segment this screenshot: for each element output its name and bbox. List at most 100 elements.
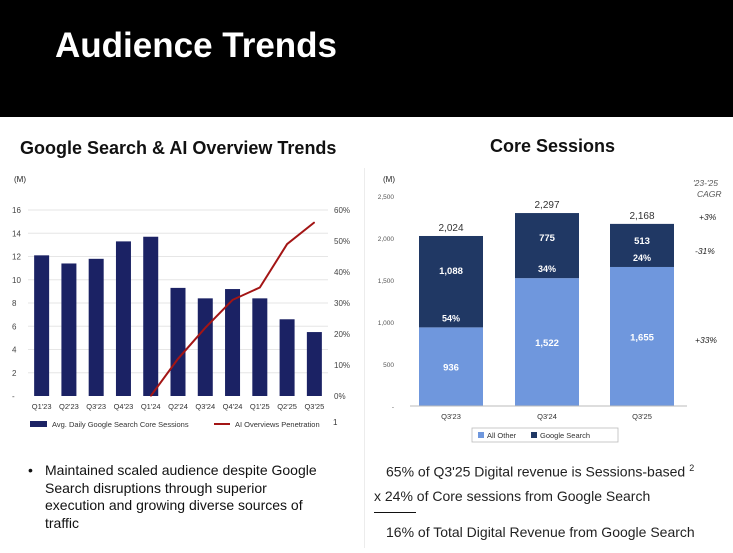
left-y-tick: 8 <box>12 299 17 308</box>
all-other-value-label: 1,522 <box>535 338 559 349</box>
total-label: 2,024 <box>438 223 463 234</box>
legend-box <box>471 427 619 443</box>
ai-overviews-point <box>259 286 261 289</box>
bullet-text: Maintained scaled audience despite Googl… <box>45 462 317 531</box>
all-other-bar-segment <box>515 278 579 406</box>
left-unit-label: (M) <box>14 175 26 184</box>
x-tick-label: Q1'24 <box>141 402 161 411</box>
left-y-tick: 2 <box>12 369 17 378</box>
bullet-marker: • <box>28 462 33 478</box>
search-sessions-bar <box>143 236 159 396</box>
x-tick-label: Q3'24 <box>537 412 557 421</box>
legend-swatch-google-search <box>531 432 537 438</box>
x-tick-label: Q1'25 <box>250 402 270 411</box>
all-other-value-label: 936 <box>443 363 459 374</box>
search-sessions-bar <box>252 298 268 396</box>
x-tick-label: Q3'23 <box>86 402 106 411</box>
ai-overviews-point <box>177 358 179 360</box>
column-divider <box>364 168 365 548</box>
x-tick-label: Q4'24 <box>223 402 243 411</box>
search-ai-overview-chart: (M) 16 14 12 10 8 6 4 2 - 60% 50% 40% 30% 20% 10% 0% Q1'2… <box>12 175 350 429</box>
google-search-value-label: 1,088 <box>439 266 463 277</box>
right-y-tick: 2,500 <box>378 194 395 201</box>
right-chart-title: Core Sessions <box>490 136 616 156</box>
right-y-tick: - <box>392 404 394 411</box>
cagr-google-search: -31% <box>695 246 715 256</box>
google-search-bar-segment <box>419 235 483 328</box>
note-line-1: 65% of Q3'25 Digital revenue is Sessions… <box>386 463 686 480</box>
right-y-tick: 1,000 <box>378 320 395 327</box>
right-unit-label: (M) <box>383 175 395 184</box>
search-sessions-bar <box>61 263 77 396</box>
note-sessions-based: 65% of Q3'25 Digital revenue is Sessions… <box>386 463 694 480</box>
ai-overviews-point <box>286 243 288 245</box>
total-label: 2,168 <box>629 211 654 222</box>
right-y-tick: 2,000 <box>378 236 395 243</box>
x-tick-label: Q2'23 <box>59 402 79 411</box>
legend-footnote-marker: 1 <box>333 418 338 427</box>
google-share-label: 34% <box>538 264 556 274</box>
ai-overviews-point <box>204 327 206 329</box>
ai-overviews-point <box>313 221 315 223</box>
left-y-tick: - <box>12 392 15 401</box>
x-tick-label: Q3'25 <box>632 412 652 421</box>
note-google-share: x 24% of Core sessions from Google Searc… <box>374 488 651 504</box>
x-tick-label: Q3'25 <box>304 402 324 411</box>
multiplication-rule <box>374 512 416 513</box>
google-search-bar-segment <box>515 213 579 279</box>
left-y-tick: 14 <box>12 229 21 238</box>
left-y-tick: 10 <box>12 276 21 285</box>
all-other-value-label: 1,655 <box>630 332 654 343</box>
search-sessions-bar <box>170 287 186 396</box>
all-other-bar-segment <box>610 266 674 406</box>
right-y-tick: 40% <box>334 268 350 277</box>
total-label: 2,297 <box>534 200 559 211</box>
x-tick-label: Q3'23 <box>441 412 461 421</box>
cagr-all-other: +33% <box>695 335 717 345</box>
google-search-value-label: 513 <box>634 236 650 247</box>
x-tick-label: Q4'23 <box>114 402 134 411</box>
search-sessions-bar <box>34 255 50 396</box>
search-sessions-bar <box>115 241 131 396</box>
left-y-tick: 6 <box>12 322 17 331</box>
cagr-total: +3% <box>699 212 717 222</box>
ai-overviews-point <box>150 395 152 397</box>
search-sessions-bar <box>225 289 241 396</box>
note-total-google-revenue: 16% of Total Digital Revenue from Google… <box>386 524 695 540</box>
all-other-bar-segment <box>419 327 483 406</box>
search-sessions-bar <box>306 332 322 396</box>
google-search-bar-segment <box>610 223 674 267</box>
right-y-tick: 0% <box>334 392 346 401</box>
x-tick-label: Q2'25 <box>277 402 297 411</box>
google-share-label: 24% <box>633 253 651 263</box>
legend-label-sessions: Avg. Daily Google Search Core Sessions <box>52 420 189 429</box>
right-y-tick: 50% <box>334 237 350 246</box>
left-chart-title: Google Search & AI Overview Trends <box>20 138 337 158</box>
search-sessions-bar <box>279 319 295 396</box>
x-tick-label: Q1'23 <box>32 402 52 411</box>
left-y-tick: 4 <box>12 346 17 355</box>
search-sessions-bar <box>197 298 213 396</box>
right-y-tick: 30% <box>334 299 350 308</box>
right-y-tick: 20% <box>334 330 350 339</box>
ai-overviews-point <box>231 299 234 301</box>
footnote-marker-2: 2 <box>689 463 695 473</box>
right-y-tick: 60% <box>334 206 350 215</box>
legend-label-ai: AI Overviews Penetration <box>235 420 320 429</box>
legend-swatch-sessions <box>30 421 47 427</box>
cagr-header-line1: '23-'25 <box>693 178 718 188</box>
legend-label-all-other: All Other <box>487 431 517 440</box>
search-sessions-bar <box>88 258 104 396</box>
page-title: Audience Trends <box>55 26 338 65</box>
x-tick-label: Q2'24 <box>168 402 188 411</box>
header-banner: Audience Trends <box>0 0 733 117</box>
google-share-label: 54% <box>442 313 460 323</box>
right-y-tick: 1,500 <box>378 278 395 285</box>
legend-label-google-search: Google Search <box>540 431 590 440</box>
legend-swatch-all-other <box>478 432 484 438</box>
left-y-tick: 16 <box>12 206 21 215</box>
google-search-value-label: 775 <box>539 233 556 244</box>
cagr-header-line2: CAGR <box>697 189 722 199</box>
right-y-tick: 10% <box>334 361 350 370</box>
